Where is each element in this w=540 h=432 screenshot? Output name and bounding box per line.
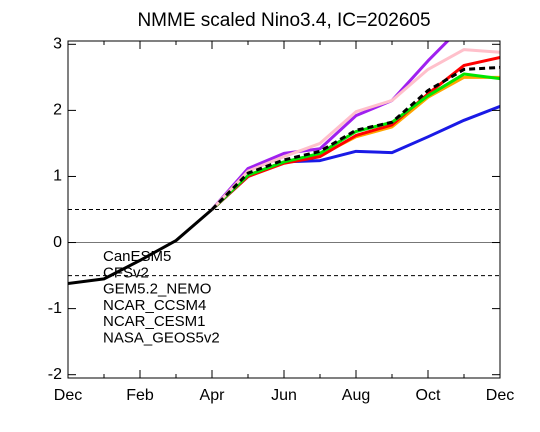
legend-label: CanESM5 — [103, 248, 171, 265]
series-line — [210, 41, 450, 211]
y-tick-label: 2 — [53, 102, 62, 119]
series-line — [210, 72, 500, 211]
x-tick-label: Jun — [271, 387, 297, 404]
chart-title: NMME scaled Nino3.4, IC=202605 — [137, 10, 430, 31]
x-tick-label: Feb — [126, 387, 154, 404]
x-tick-label: Oct — [416, 387, 441, 404]
series-line — [210, 65, 500, 211]
series-line — [210, 105, 500, 211]
series-line — [210, 75, 500, 211]
legend-label: GEM5.2_NEMO — [103, 281, 211, 298]
y-tick-label: -2 — [48, 366, 62, 383]
legend-label: NCAR_CCSM4 — [103, 297, 206, 314]
x-tick-label: Dec — [54, 387, 82, 404]
x-tick-label: Aug — [342, 387, 370, 404]
x-tick-label: Dec — [486, 387, 514, 404]
y-tick-label: 1 — [53, 168, 62, 185]
y-tick-label: -1 — [48, 300, 62, 317]
legend-label: CFSv2 — [103, 264, 149, 281]
x-tick-label: Apr — [200, 387, 226, 404]
series-line — [68, 208, 213, 285]
y-tick-label: 3 — [53, 36, 62, 53]
series-line — [210, 48, 500, 211]
plot-area — [68, 41, 500, 285]
y-tick-label: 0 — [53, 234, 62, 251]
legend-label: NCAR_CESM1 — [103, 313, 206, 330]
legend-label: NASA_GEOS5v2 — [103, 329, 220, 346]
